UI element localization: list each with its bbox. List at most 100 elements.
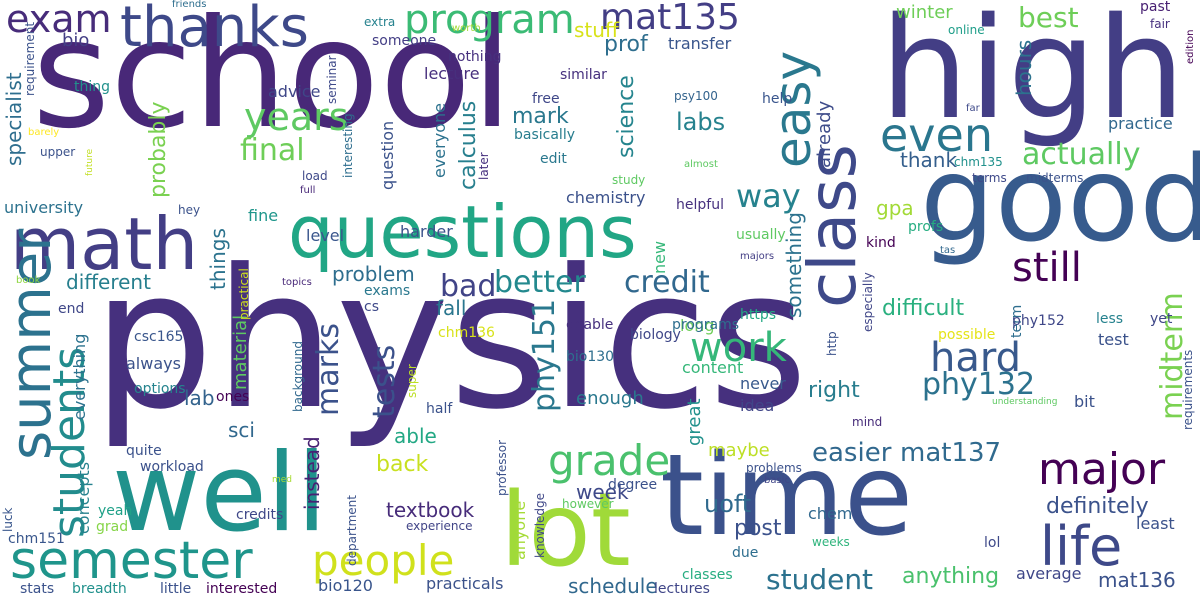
word: student <box>766 563 874 596</box>
word: future <box>85 148 95 176</box>
word: help <box>762 91 793 107</box>
word: textbook <box>386 498 475 522</box>
word: hard <box>930 335 1021 381</box>
word: labs <box>676 108 726 136</box>
word: even <box>880 108 993 162</box>
word: super <box>405 364 419 398</box>
word: grade <box>548 436 671 485</box>
word: material <box>230 314 251 390</box>
word: tests <box>367 344 402 418</box>
word: enough <box>576 388 644 409</box>
word: full <box>300 185 316 196</box>
word: ones <box>216 389 250 405</box>
word: majors <box>740 251 775 262</box>
word: credits <box>236 507 284 523</box>
word: sci <box>228 418 255 442</box>
word: topics <box>282 277 312 288</box>
word: anything <box>902 564 1000 589</box>
word: stuff <box>574 18 619 42</box>
word: phy132 <box>922 367 1036 402</box>
word: hey <box>178 203 201 217</box>
word: marks <box>311 323 346 416</box>
word: class <box>794 144 871 308</box>
word: little <box>160 581 192 597</box>
word: past <box>1140 0 1171 15</box>
word: degree <box>608 477 658 493</box>
word: understanding <box>992 397 1058 407</box>
word: book <box>16 275 41 286</box>
word: good <box>920 130 1200 268</box>
word: stats <box>20 581 55 597</box>
word: chm136 <box>438 325 495 341</box>
word: phy151 <box>527 298 562 412</box>
word: seminar <box>325 55 339 104</box>
word: phy152 <box>1012 313 1065 329</box>
word: idea <box>740 396 775 415</box>
word: half <box>426 401 453 417</box>
word: people <box>312 536 455 585</box>
word: questions <box>288 190 637 274</box>
word: winter <box>896 2 953 23</box>
word: load <box>302 169 328 183</box>
word: uoft <box>704 490 752 518</box>
word: post <box>734 516 782 541</box>
word: chm151 <box>8 531 65 547</box>
word: content <box>682 358 744 377</box>
word: experience <box>406 519 473 533</box>
word: options <box>134 381 186 397</box>
word: never <box>740 374 786 393</box>
word: csc165 <box>134 329 184 345</box>
word: biology <box>630 327 681 343</box>
word: probably <box>146 101 171 198</box>
word: specialist <box>2 72 26 166</box>
word: semester <box>10 531 253 591</box>
word: professor <box>495 439 509 496</box>
word: edition <box>1185 29 1196 64</box>
word: definitely <box>1046 494 1149 519</box>
word: department <box>345 495 359 566</box>
word: free <box>532 91 560 107</box>
word: bit <box>1074 392 1095 411</box>
word: still <box>1012 245 1082 291</box>
word: profs <box>908 219 944 235</box>
word: lot <box>500 471 631 590</box>
word: hours <box>1012 39 1036 96</box>
word: everything <box>70 333 89 420</box>
word: transfer <box>668 34 732 53</box>
word: easy <box>764 50 822 168</box>
word: helpful <box>676 197 724 213</box>
word: school <box>32 0 513 162</box>
word: mind <box>852 415 883 429</box>
word: workload <box>140 459 204 475</box>
word: lab <box>184 386 215 410</box>
word: yet <box>1150 311 1173 327</box>
word: especially <box>861 272 875 332</box>
word: different <box>66 270 151 294</box>
word: due <box>732 545 759 561</box>
word: prof <box>604 32 648 57</box>
word: online <box>948 23 985 37</box>
word: friends <box>172 0 207 10</box>
word: bio120 <box>318 576 373 595</box>
word: final <box>240 133 305 168</box>
word: practical <box>237 268 251 320</box>
word: less <box>1096 311 1124 327</box>
word: bad <box>440 269 497 304</box>
word: knowledge <box>533 492 547 558</box>
word: usually <box>736 227 786 243</box>
word: something <box>782 212 806 318</box>
word: background <box>291 341 305 412</box>
word: bio130 <box>566 349 615 365</box>
word: chemistry <box>566 188 646 207</box>
word: least <box>1136 514 1175 533</box>
word: quite <box>126 443 162 459</box>
word: everyone <box>430 103 449 178</box>
word: terms <box>972 171 1007 185</box>
word: university <box>4 198 84 217</box>
word: able <box>394 424 437 448</box>
word: end <box>58 301 85 317</box>
word: yeah <box>98 503 133 519</box>
word: thanks <box>120 0 309 60</box>
word: exam <box>6 0 112 41</box>
word: however <box>562 497 614 511</box>
